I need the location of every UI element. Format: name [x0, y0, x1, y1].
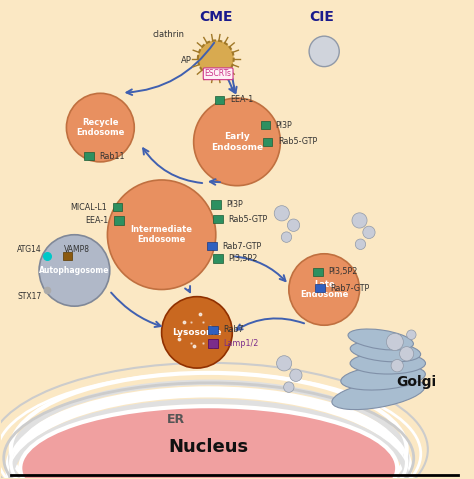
Text: Lysosome: Lysosome	[172, 328, 222, 337]
FancyBboxPatch shape	[207, 242, 217, 251]
Ellipse shape	[341, 365, 425, 390]
Circle shape	[162, 297, 232, 368]
Circle shape	[287, 219, 300, 231]
Ellipse shape	[350, 353, 426, 374]
Text: STX17: STX17	[18, 292, 42, 301]
Circle shape	[194, 98, 280, 186]
Text: Rab5-GTP: Rab5-GTP	[228, 215, 268, 224]
FancyBboxPatch shape	[208, 339, 218, 348]
Text: Autophagosome: Autophagosome	[39, 266, 109, 275]
FancyBboxPatch shape	[213, 215, 223, 223]
Text: Rab11: Rab11	[100, 152, 125, 160]
FancyBboxPatch shape	[113, 203, 122, 211]
Circle shape	[289, 254, 359, 325]
Text: MICAL-L1: MICAL-L1	[71, 203, 108, 212]
FancyBboxPatch shape	[63, 252, 72, 261]
Text: CIE: CIE	[310, 10, 334, 23]
Text: Golgi: Golgi	[396, 376, 436, 389]
FancyBboxPatch shape	[208, 326, 218, 334]
Circle shape	[277, 356, 292, 371]
Text: PI3P: PI3P	[276, 121, 292, 130]
Text: CME: CME	[199, 10, 233, 23]
FancyBboxPatch shape	[313, 268, 323, 276]
Text: Rab7: Rab7	[223, 326, 244, 334]
Ellipse shape	[348, 329, 413, 350]
Text: PI3,5P2: PI3,5P2	[328, 267, 358, 276]
Circle shape	[39, 235, 110, 306]
Text: ATG14: ATG14	[17, 244, 42, 253]
Text: PI3P: PI3P	[226, 200, 243, 209]
Text: EEA-1: EEA-1	[86, 216, 109, 225]
Text: Intermediate
Endosome: Intermediate Endosome	[131, 225, 192, 244]
Circle shape	[352, 213, 367, 228]
Text: EEA-1: EEA-1	[230, 95, 253, 104]
Circle shape	[386, 333, 403, 351]
FancyBboxPatch shape	[263, 137, 273, 146]
Circle shape	[400, 347, 414, 361]
Circle shape	[274, 205, 289, 221]
FancyBboxPatch shape	[261, 121, 270, 129]
Circle shape	[363, 226, 375, 239]
Text: Lamp1/2: Lamp1/2	[223, 339, 259, 348]
Text: AP: AP	[182, 57, 192, 66]
Circle shape	[281, 232, 292, 242]
Circle shape	[108, 180, 216, 289]
Text: Rab7-GTP: Rab7-GTP	[330, 284, 370, 293]
Circle shape	[290, 369, 302, 381]
Circle shape	[66, 93, 134, 162]
Text: VAMP8: VAMP8	[64, 244, 90, 253]
FancyBboxPatch shape	[211, 200, 220, 209]
Ellipse shape	[20, 406, 397, 479]
Text: Late
Endosome: Late Endosome	[300, 280, 348, 299]
FancyBboxPatch shape	[215, 96, 224, 104]
Text: Early
Endosome: Early Endosome	[211, 132, 263, 151]
Circle shape	[198, 40, 234, 77]
Circle shape	[356, 239, 365, 250]
Circle shape	[309, 36, 339, 67]
Text: Nucleus: Nucleus	[169, 438, 249, 456]
FancyBboxPatch shape	[213, 254, 223, 263]
Text: ER: ER	[167, 413, 185, 426]
Circle shape	[283, 382, 294, 392]
Text: Rab7-GTP: Rab7-GTP	[222, 242, 262, 251]
FancyBboxPatch shape	[84, 152, 94, 160]
Ellipse shape	[332, 379, 425, 410]
Text: Recycle
Endosome: Recycle Endosome	[76, 118, 125, 137]
Text: PI3,5P2: PI3,5P2	[228, 254, 258, 263]
FancyBboxPatch shape	[315, 284, 325, 292]
FancyBboxPatch shape	[115, 216, 124, 225]
Text: clathrin: clathrin	[153, 30, 185, 39]
Circle shape	[407, 330, 416, 340]
Ellipse shape	[350, 341, 420, 362]
Circle shape	[391, 360, 403, 372]
Text: Rab5-GTP: Rab5-GTP	[278, 137, 317, 147]
Text: ESCRTs: ESCRTs	[205, 69, 232, 78]
